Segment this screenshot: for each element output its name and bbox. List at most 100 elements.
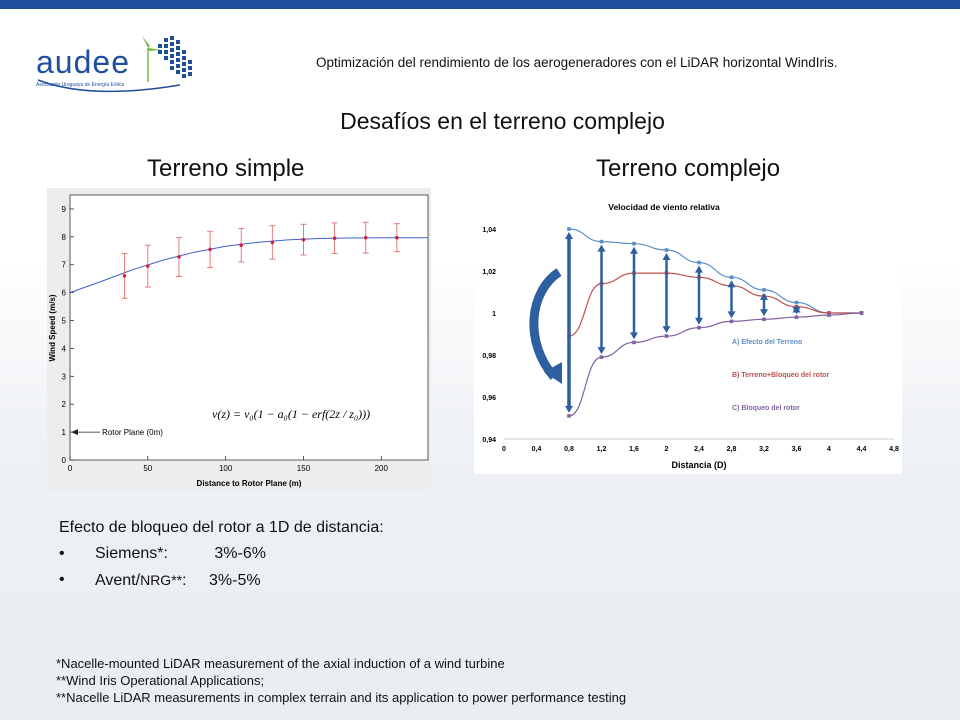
footnote-2: **Wind Iris Operational Applications; xyxy=(56,673,265,688)
logo-subtitle: Asociación Uruguaya de Energía Eólica xyxy=(36,82,125,88)
y-tick-label: 2 xyxy=(62,400,67,409)
footnotes: *Nacelle-mounted LiDAR measurement of th… xyxy=(56,655,626,706)
arrow-head-down-icon xyxy=(630,332,638,340)
arrow-head-up-icon xyxy=(565,232,573,239)
data-point xyxy=(363,235,368,240)
bullet-icon: • xyxy=(59,571,65,588)
rotor-plane-annotation: Rotor Plane (0m) xyxy=(71,428,163,437)
arrow-head-up-icon xyxy=(727,280,736,288)
y-axis-label: Wind Speed (m/s) xyxy=(48,294,57,361)
data-point xyxy=(301,237,306,242)
bullet-name: Avent/ xyxy=(95,572,141,589)
y-tick-label: 3 xyxy=(62,372,67,381)
x-tick-label: 0,8 xyxy=(564,446,574,453)
series-marker-3 xyxy=(632,340,636,345)
data-point xyxy=(122,274,127,278)
y-tick-label: 0,96 xyxy=(482,395,496,402)
y-tick-label: 0,94 xyxy=(482,437,496,444)
simple-terrain-chart: 0 1 2 3 4 5 6 7 8 9 0 50 100 150 200 Rotor Plane (0m)… xyxy=(47,188,431,490)
audee-logo: audee Asociación Uruguaya de Energía Eól… xyxy=(30,30,205,100)
series-marker-3 xyxy=(762,317,766,322)
arrow-head-up-icon xyxy=(662,253,671,260)
series-marker-1 xyxy=(794,300,799,305)
bullet-value: 3%-6% xyxy=(214,545,266,562)
y-tick-label: 1,02 xyxy=(482,269,496,276)
series-line-3 xyxy=(568,312,862,417)
bullet-name: Siemens*: xyxy=(95,545,168,562)
arrow-head-down-icon xyxy=(565,405,573,413)
data-point xyxy=(177,255,181,259)
x-tick-label: 150 xyxy=(297,464,311,473)
data-point xyxy=(208,247,212,252)
x-tick-label: 2,8 xyxy=(727,446,737,453)
legend-entry-2: B) Terreno+Bloqueo del rotor xyxy=(732,372,830,379)
x-tick-label: 1,6 xyxy=(629,446,639,453)
x-tick-label: 0,4 xyxy=(532,446,542,453)
y-tick-label: 7 xyxy=(62,261,67,270)
bullet-name-small: NRG** xyxy=(140,572,183,588)
data-point xyxy=(146,264,150,268)
footnote-1: *Nacelle-mounted LiDAR measurement of th… xyxy=(56,656,505,671)
curved-arrow-icon xyxy=(529,268,562,380)
series-marker-1 xyxy=(664,248,669,252)
series-marker-3 xyxy=(729,319,734,324)
series-marker-1 xyxy=(599,239,604,244)
x-tick-label: 0 xyxy=(502,446,506,453)
formula-label: v(z) = v₀(1 − a₀(1 − erf(2z / z₀))) xyxy=(212,407,370,421)
x-tick-label: 100 xyxy=(219,464,233,473)
series-marker-2 xyxy=(827,311,831,315)
arrow-head-up-icon xyxy=(695,265,703,273)
series-line-2 xyxy=(568,272,862,337)
bullet-icon: • xyxy=(59,545,65,562)
series-marker-1 xyxy=(567,227,571,231)
y-tick-label: 0,98 xyxy=(482,353,496,360)
series-marker-1 xyxy=(762,288,766,292)
complex-terrain-chart-svg: Velocidad de viento relativa 0,94 0,96 0,9… xyxy=(482,202,899,470)
rotor-plane-label: Rotor Plane (0m) xyxy=(102,428,163,437)
curved-arrow-head-icon xyxy=(544,362,562,384)
x-tick-label: 4,8 xyxy=(889,446,899,453)
y-tick-label: 6 xyxy=(62,289,67,298)
top-accent-bar xyxy=(0,0,960,9)
turbine-icon xyxy=(140,36,162,82)
chart-title: Velocidad de viento relativa xyxy=(608,202,720,212)
data-point xyxy=(395,235,399,240)
data-point xyxy=(239,243,244,248)
series-marker-3 xyxy=(567,414,571,418)
bullet-value: 3%-5% xyxy=(209,572,261,589)
arrow-head-up-icon xyxy=(597,244,606,252)
arrow-head-down-icon xyxy=(727,311,736,319)
x-axis-label: Distance to Rotor Plane (m) xyxy=(197,479,302,488)
series-marker-3 xyxy=(664,334,669,338)
arrow-head-down-icon xyxy=(695,317,703,325)
x-tick-label: 3,6 xyxy=(792,446,802,453)
note-bullet-avent: • Avent/NRG**: 3%-5% xyxy=(59,567,384,594)
y-tick-label: 4 xyxy=(62,344,67,353)
legend-entry-3: C) Bloqueo del rotor xyxy=(732,405,800,412)
y-tick-label: 9 xyxy=(62,205,67,214)
x-tick-label: 1,2 xyxy=(597,446,607,453)
x-tick-label: 4 xyxy=(827,446,831,453)
plot-area xyxy=(69,194,429,461)
y-tick-label: 1 xyxy=(492,311,496,318)
y-tick-label: 1,04 xyxy=(482,227,496,234)
left-heading: Terreno simple xyxy=(147,155,305,182)
series-marker-1 xyxy=(697,260,701,265)
slide-title: Desafíos en el terreno complejo xyxy=(340,108,665,134)
notes-title: Efecto de bloqueo del rotor a 1D de dist… xyxy=(59,519,384,536)
y-tick-label: 5 xyxy=(62,317,67,326)
dotted-grid-icon xyxy=(158,36,192,78)
x-tick-label: 50 xyxy=(143,464,152,473)
series-marker-1 xyxy=(729,275,734,280)
data-point xyxy=(332,236,337,241)
x-tick-label: 4,4 xyxy=(857,446,867,453)
data-point xyxy=(270,240,275,245)
arrow-head-up-icon xyxy=(630,246,638,254)
presentation-title: Optimización del rendimiento de los aero… xyxy=(316,55,838,70)
y-tick-label: 0 xyxy=(62,456,67,465)
x-tick-label: 2,4 xyxy=(694,446,704,453)
arrow-head-down-icon xyxy=(760,309,768,317)
footnote-3: **Nacelle LiDAR measurements in complex … xyxy=(56,690,627,705)
series-marker-3 xyxy=(827,313,831,317)
arrow-head-down-icon xyxy=(662,326,671,334)
